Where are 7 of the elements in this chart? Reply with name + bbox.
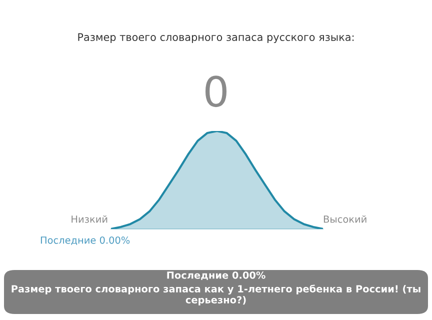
text: Размер твоего словарного запаса как у 1-летнего ребенка в России! (ты серьезно?) xyxy=(12,284,420,306)
text: Низкий xyxy=(72,215,108,223)
text: 0 xyxy=(205,76,226,108)
text: Высокий xyxy=(324,215,366,223)
text: Последние 0.00% xyxy=(167,271,266,280)
chart-title: Размер твоего словарного запаса русского языка: xyxy=(78,33,354,44)
text: Последние 0.00% xyxy=(40,236,130,246)
